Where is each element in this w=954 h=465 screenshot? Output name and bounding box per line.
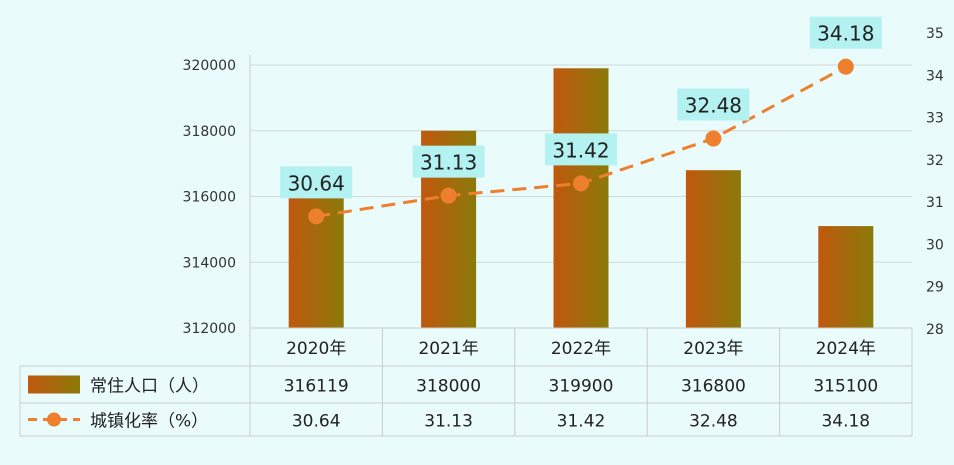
left-tick-label: 316000	[183, 190, 236, 206]
left-tick-label: 318000	[183, 124, 236, 140]
table-cell: 316800	[681, 377, 746, 397]
table-cell: 315100	[813, 377, 878, 397]
table-cell: 32.48	[689, 412, 738, 432]
legend-bar-swatch	[28, 375, 80, 394]
data-label: 30.64	[288, 171, 345, 195]
legend-line-marker	[47, 412, 61, 427]
table-cell: 31.13	[424, 412, 473, 432]
legend-label: 城镇化率（%）	[90, 412, 208, 432]
table-cell: 34.18	[821, 412, 870, 432]
left-tick-label: 320000	[183, 58, 236, 74]
left-tick-label: 312000	[183, 321, 236, 337]
legend-label: 常住人口（人）	[90, 377, 209, 397]
right-tick-label: 35	[926, 26, 944, 42]
bar-2024年	[818, 226, 874, 328]
category-label: 2024年	[816, 339, 876, 359]
data-label: 32.48	[685, 94, 742, 118]
data-label: 34.18	[817, 22, 874, 46]
right-tick-label: 34	[926, 68, 944, 84]
right-tick-label: 29	[926, 280, 944, 296]
table-cell: 316119	[284, 377, 349, 397]
category-label: 2023年	[683, 339, 743, 359]
table-cell: 318000	[416, 377, 481, 397]
category-label: 2020年	[286, 339, 346, 359]
category-label: 2021年	[418, 339, 478, 359]
data-label-box	[809, 16, 882, 49]
table-cell: 319900	[549, 377, 614, 397]
data-label-box	[677, 88, 750, 121]
line-point-2022年	[573, 175, 589, 192]
left-axis: 312000 314000 316000 318000 320000	[183, 58, 236, 337]
right-tick-label: 30	[926, 237, 944, 253]
bar-2023年	[685, 170, 741, 328]
line-point-2020年	[308, 208, 325, 225]
right-tick-label: 28	[926, 322, 944, 338]
table-cell: 31.42	[557, 412, 606, 432]
right-axis: 28 29 30 31 32 33 34 35	[926, 26, 944, 338]
left-tick-label: 314000	[183, 255, 236, 271]
line-point-2024年	[837, 58, 854, 75]
data-label-box	[280, 166, 353, 199]
bars	[288, 68, 874, 328]
right-tick-label: 31	[926, 195, 944, 211]
data-label-box	[545, 133, 617, 166]
line-series: 30.64 31.13 31.42 32.48 34.18	[280, 16, 882, 225]
line-point-2023年	[705, 130, 722, 147]
right-tick-label: 32	[926, 153, 944, 169]
category-label: 2022年	[551, 339, 611, 359]
data-label: 31.42	[552, 138, 609, 162]
table-cell: 30.64	[292, 412, 341, 432]
line-point-2021年	[440, 187, 457, 204]
bar-2022年	[553, 68, 609, 328]
data-label-box	[412, 145, 485, 178]
data-label: 31.13	[420, 151, 477, 175]
right-tick-label: 33	[926, 111, 944, 127]
